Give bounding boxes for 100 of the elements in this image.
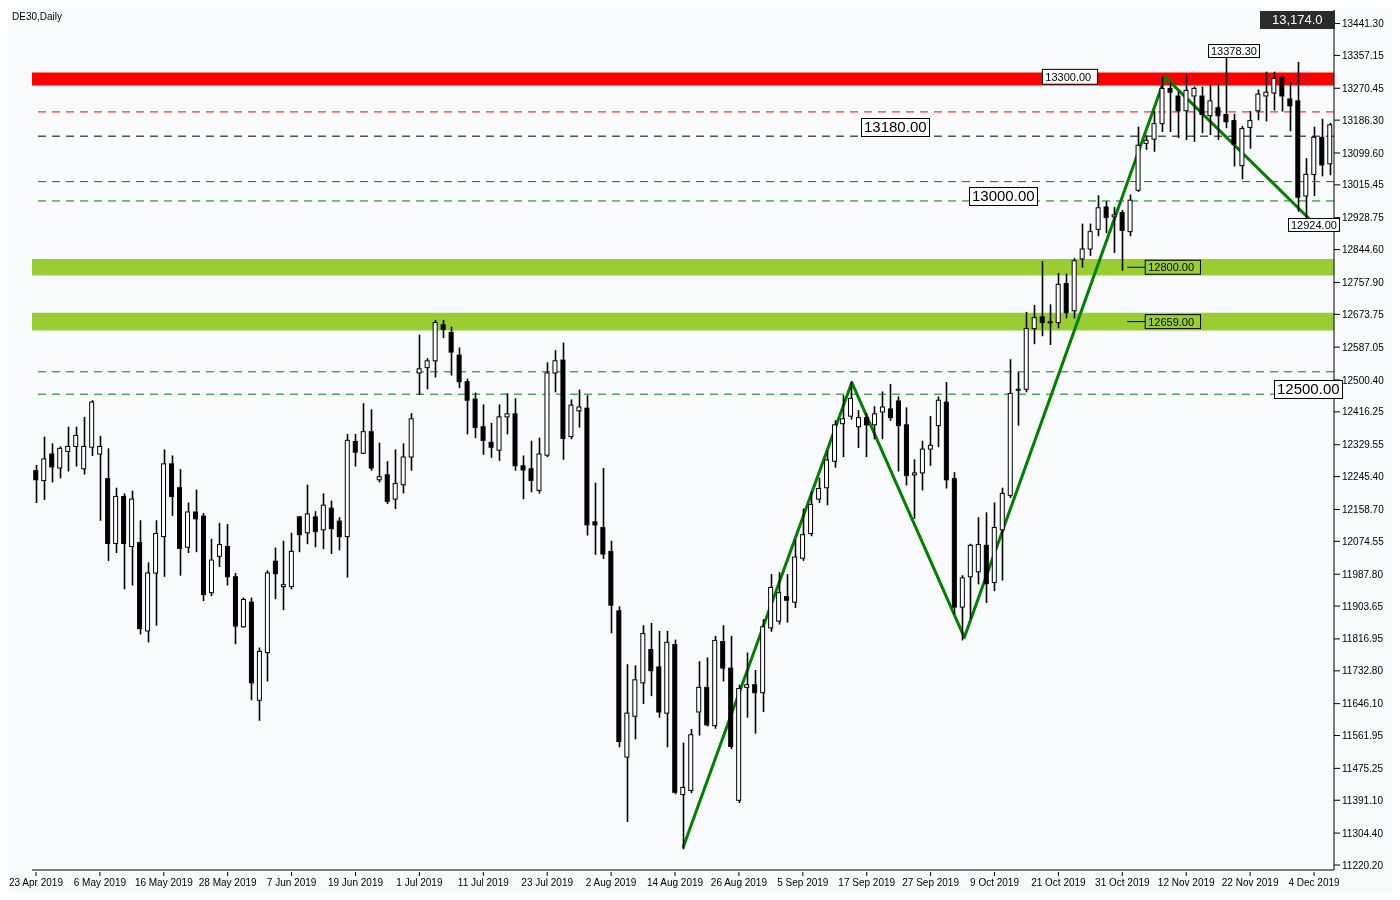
candlestick [416, 334, 422, 395]
y-tick-label: 13015.45 [1342, 179, 1385, 191]
y-tick-label: 11475.25 [1342, 762, 1384, 774]
y-tick-label: 12928.75 [1342, 212, 1385, 224]
annotation: 13000.00 [969, 187, 1038, 206]
candlestick [336, 517, 342, 551]
candlestick [488, 422, 494, 458]
candlestick [552, 350, 558, 393]
y-tick-label: 12757.90 [1342, 276, 1385, 288]
x-tick-label: 5 Sep 2019 [777, 877, 829, 888]
y-tick-label: 12587.05 [1342, 341, 1385, 353]
candlestick [304, 484, 310, 545]
candlestick [1031, 305, 1037, 345]
candlestick [887, 383, 893, 421]
y-tick-label: 13357.15 [1342, 49, 1385, 61]
candlestick [73, 426, 79, 467]
candlestick [33, 464, 39, 503]
candlestick [927, 416, 933, 466]
x-tick-label: 2 Aug 2019 [585, 877, 637, 888]
candlestick [1279, 75, 1285, 112]
candlestick [1255, 89, 1261, 121]
y-tick-label: 11646.10 [1342, 698, 1384, 710]
candlestick [848, 381, 854, 420]
candlestick [1287, 81, 1293, 132]
x-tick-label: 4 Dec 2019 [1288, 877, 1341, 888]
candlestick [1039, 261, 1045, 337]
x-tick-label: 31 Oct 2019 [1095, 877, 1150, 888]
candlestick [65, 426, 71, 472]
y-tick-label: 11220.20 [1342, 859, 1384, 871]
x-tick-label: 28 May 2019 [198, 877, 258, 888]
x-tick-label: 27 Sep 2019 [902, 877, 960, 888]
chart-title: DE30,Daily [12, 11, 63, 22]
x-tick-label: 7 Jun 2019 [266, 877, 317, 888]
candlestick [193, 489, 199, 553]
candlestick [312, 511, 318, 548]
candlestick [1079, 223, 1085, 268]
candlestick [49, 443, 55, 483]
candlestick [57, 446, 63, 479]
x-tick-label: 6 May 2019 [73, 877, 127, 888]
candlestick [376, 442, 382, 483]
candlestick [97, 435, 103, 521]
candlestick [424, 358, 430, 390]
candlestick [1095, 195, 1101, 237]
annotation: 12500.00 [1274, 380, 1343, 399]
candlestick [1103, 201, 1109, 234]
x-tick-label: 23 Apr 2019 [9, 877, 64, 888]
candlestick [816, 477, 822, 503]
candlestick [863, 413, 869, 458]
candlestick [272, 547, 278, 600]
candlestick [592, 482, 598, 555]
x-tick-label: 11 Jul 2019 [457, 877, 510, 888]
candlestick [1271, 71, 1277, 111]
x-tick-label: 22 Nov 2019 [1221, 877, 1279, 888]
y-tick-label: 11304.40 [1342, 827, 1384, 839]
band-label: 12800.00 [1148, 261, 1195, 274]
candlestick [784, 574, 790, 623]
y-tick-label: 11561.95 [1342, 730, 1384, 742]
candlestick [296, 516, 302, 553]
candlestick [480, 404, 486, 455]
x-tick-label: 23 Jul 2019 [521, 877, 574, 888]
x-tick-label: 19 Jun 2019 [327, 877, 384, 888]
candlestick [800, 508, 806, 561]
x-tick-label: 12 Nov 2019 [1157, 877, 1216, 888]
candlestick [216, 522, 222, 567]
y-tick-label: 11987.80 [1342, 568, 1384, 580]
candlestick [280, 540, 286, 611]
y-tick-label: 13186.30 [1342, 114, 1385, 126]
x-tick-label: 17 Sep 2019 [838, 877, 896, 888]
candlestick [504, 393, 510, 435]
y-tick-label: 11732.80 [1342, 665, 1384, 677]
candlestick [744, 652, 750, 718]
candlestick [919, 440, 925, 491]
y-tick-label: 12245.40 [1342, 471, 1385, 483]
candlestick [911, 459, 917, 519]
candlestick [576, 389, 582, 428]
candlestick [41, 436, 47, 500]
candlestick [328, 500, 334, 555]
x-tick-label: 16 May 2019 [134, 877, 194, 888]
annotation: 13180.00 [861, 118, 930, 137]
band-label: 12659.00 [1148, 315, 1195, 328]
x-tick-label: 9 Oct 2019 [970, 877, 1020, 888]
candlestick [360, 403, 366, 455]
annotation: 13,174.0 [1260, 11, 1335, 30]
candlestick [1087, 223, 1093, 256]
candlestick [1119, 209, 1125, 271]
candlestick [1199, 86, 1205, 134]
candlestick [1015, 372, 1021, 426]
y-tick-label: 12329.55 [1342, 439, 1385, 451]
y-tick-label: 12074.55 [1342, 535, 1385, 547]
x-tick-label: 26 Aug 2019 [710, 877, 768, 888]
x-tick-label: 14 Aug 2019 [646, 877, 704, 888]
y-tick-label: 11816.95 [1342, 633, 1384, 645]
candlestick [352, 433, 358, 467]
candlestick [648, 622, 654, 697]
candlestick [840, 395, 846, 458]
candlestick [1167, 82, 1173, 133]
y-tick-label: 12844.60 [1342, 244, 1385, 256]
candlestick [528, 440, 534, 493]
y-tick-label: 13099.60 [1342, 147, 1385, 159]
candlestick [1263, 71, 1269, 122]
